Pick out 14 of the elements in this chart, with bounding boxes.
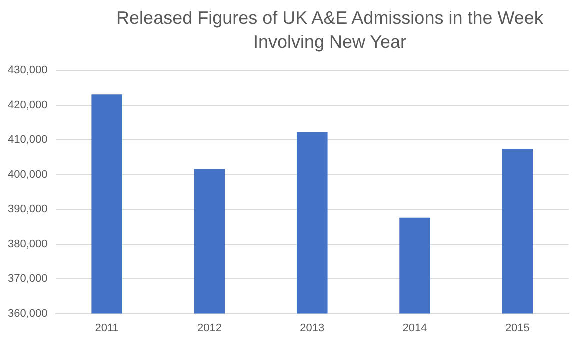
y-tick-label: 370,000 bbox=[8, 273, 48, 286]
y-tick-label: 410,000 bbox=[8, 134, 48, 146]
y-tick-label: 420,000 bbox=[8, 99, 48, 112]
y-tick-label: 430,000 bbox=[8, 64, 48, 77]
x-tick-label: 2012 bbox=[197, 322, 222, 334]
x-tick-label: 2014 bbox=[402, 322, 428, 334]
y-tick-label: 380,000 bbox=[8, 238, 48, 250]
x-tick-label: 2011 bbox=[95, 322, 119, 334]
y-tick-label: 400,000 bbox=[8, 168, 48, 181]
y-tick-label: 360,000 bbox=[8, 308, 48, 320]
chart-title: Released Figures of UK A&E Admissions in the Week Involving New Year bbox=[116, 7, 544, 54]
x-tick-label: 2015 bbox=[505, 322, 530, 334]
y-tick-label: 390,000 bbox=[8, 204, 48, 216]
x-tick-label: 2013 bbox=[300, 322, 325, 334]
